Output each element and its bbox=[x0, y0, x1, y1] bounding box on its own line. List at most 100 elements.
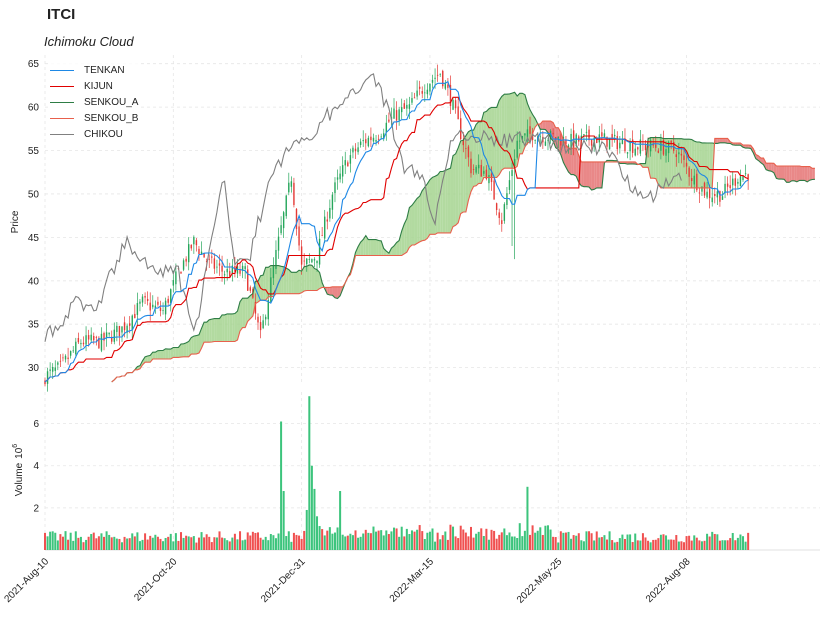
candle-body bbox=[519, 140, 521, 142]
volume-bar bbox=[364, 529, 367, 550]
candle-body bbox=[377, 138, 380, 140]
candle-body bbox=[596, 137, 598, 143]
volume-bar bbox=[49, 531, 52, 550]
volume-bar bbox=[570, 538, 573, 550]
volume-bar bbox=[131, 533, 134, 550]
volume-bar bbox=[626, 534, 629, 550]
kijun-line bbox=[44, 96, 749, 383]
cloud-segment bbox=[766, 163, 769, 171]
candle-body bbox=[637, 147, 639, 150]
candle-body bbox=[685, 162, 688, 167]
chart-title: ITCI bbox=[47, 6, 76, 23]
volume-bar bbox=[313, 488, 316, 550]
candle-body bbox=[280, 225, 282, 234]
candle-body bbox=[285, 195, 287, 217]
volume-bar bbox=[611, 540, 614, 550]
volume-bar bbox=[344, 536, 347, 550]
volume-bar bbox=[357, 537, 360, 550]
volume-bar bbox=[459, 525, 462, 550]
volume-bar bbox=[223, 538, 226, 550]
volume-bar bbox=[169, 533, 172, 550]
volume-bar bbox=[177, 540, 180, 550]
candle-body bbox=[67, 357, 69, 359]
candle-body bbox=[272, 265, 275, 279]
candle-body bbox=[98, 337, 100, 349]
cloud-segment bbox=[483, 111, 487, 178]
candle-body bbox=[262, 320, 264, 329]
volume-bar bbox=[349, 533, 352, 550]
legend-label: KIJUN bbox=[84, 80, 113, 92]
candle-body bbox=[218, 263, 221, 266]
candle-body bbox=[516, 140, 518, 158]
x-tick-label: 2022-May-25 bbox=[515, 556, 565, 606]
candle-body bbox=[662, 139, 665, 155]
candle-body bbox=[716, 191, 719, 198]
candle-body bbox=[431, 79, 434, 83]
candle-body bbox=[298, 226, 300, 246]
candle-body bbox=[680, 153, 683, 156]
volume-bar bbox=[244, 539, 247, 550]
legend-item-senkou-b: SENKOU_B bbox=[50, 110, 138, 126]
volume-bar bbox=[677, 541, 680, 550]
candle-body bbox=[421, 91, 423, 94]
cloud-segment bbox=[314, 268, 318, 291]
cloud-segment bbox=[455, 147, 459, 226]
volume-bar bbox=[210, 542, 213, 550]
candle-body bbox=[144, 296, 146, 298]
volume-gridlines: 2 4 6 2021-Aug-10 2021-Oct-20 2021-Dec-31 2022… bbox=[2, 392, 820, 606]
volume-bar bbox=[408, 534, 411, 550]
cloud-segment bbox=[717, 138, 720, 144]
cloud-segment bbox=[463, 135, 466, 212]
candle-body bbox=[221, 265, 223, 272]
cloud-segment bbox=[399, 231, 402, 256]
volume-bar bbox=[146, 539, 149, 550]
candle-body bbox=[744, 173, 747, 175]
volume-bar bbox=[400, 526, 403, 550]
candle-body bbox=[465, 148, 467, 149]
volume-bar bbox=[682, 542, 685, 550]
cloud-segment bbox=[581, 161, 584, 187]
volume-bar bbox=[490, 529, 493, 550]
volume-bar bbox=[672, 539, 675, 550]
candle-body bbox=[470, 158, 472, 174]
candle-body bbox=[411, 98, 413, 103]
candle-body bbox=[639, 139, 642, 154]
volume-bar bbox=[144, 533, 147, 550]
volume-bar bbox=[647, 540, 650, 550]
senkou-b-line bbox=[111, 120, 815, 383]
candle-body bbox=[334, 182, 336, 194]
x-tick-label: 2021-Oct-20 bbox=[132, 556, 179, 603]
candle-body bbox=[108, 332, 110, 335]
tenkan-line bbox=[44, 80, 749, 383]
cloud-segment bbox=[168, 349, 171, 359]
candle-body bbox=[226, 268, 228, 273]
legend-label: SENKOU_B bbox=[84, 112, 139, 124]
volume-bar bbox=[536, 530, 539, 550]
cloud-segment bbox=[206, 319, 210, 343]
legend-swatch-senkou-b bbox=[50, 117, 74, 119]
cloud-segment bbox=[219, 314, 223, 342]
candle-body bbox=[526, 129, 529, 138]
candle-body bbox=[372, 137, 375, 142]
cloud-segment bbox=[401, 223, 405, 256]
legend-swatch-tenkan bbox=[50, 69, 74, 71]
cloud-segment bbox=[234, 311, 238, 342]
candle-body bbox=[182, 260, 185, 270]
cloud-segment bbox=[293, 272, 297, 294]
candle-body bbox=[159, 307, 162, 311]
candle-body bbox=[701, 186, 703, 192]
candle-body bbox=[336, 177, 339, 180]
cloud-segment bbox=[671, 138, 674, 188]
volume-bar bbox=[559, 531, 562, 550]
cloud-segment bbox=[411, 201, 415, 245]
candle-body bbox=[665, 149, 667, 156]
candle-body bbox=[698, 192, 701, 194]
cloud-segment bbox=[586, 161, 590, 187]
candle-body bbox=[205, 261, 208, 262]
legend-swatch-senkou-a bbox=[50, 101, 74, 103]
candle-body bbox=[254, 301, 257, 314]
cloud-segment bbox=[181, 343, 184, 358]
cloud-segment bbox=[771, 163, 774, 173]
volume-bar bbox=[505, 535, 508, 550]
volume-bar bbox=[382, 535, 385, 550]
